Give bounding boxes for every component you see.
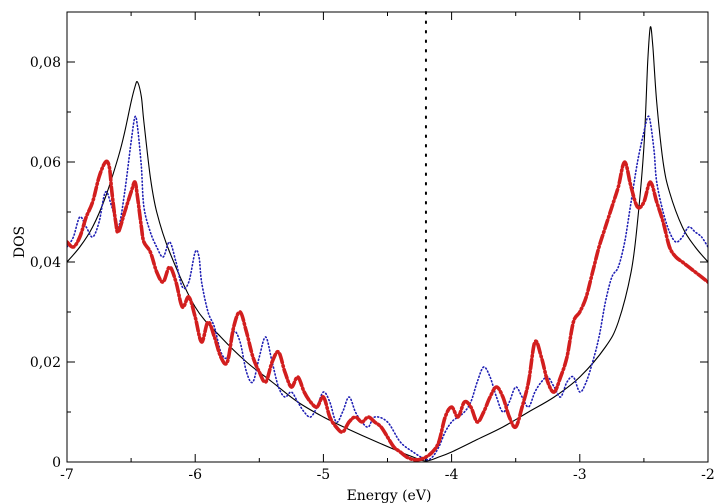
plot-area [67,11,708,463]
y-tick-label: 0,02 [30,355,61,371]
x-tick-label: -4 [445,467,459,483]
x-tick-label: -5 [317,467,331,483]
y-tick-label: 0,06 [30,155,61,171]
y-axis-title: DOS [12,226,28,258]
x-tick-label: -7 [60,467,74,483]
series-line-dotted [67,115,708,461]
y-tick-label: 0,04 [30,255,61,271]
x-tick-label: -2 [701,467,715,483]
series-line-dashdot [67,159,708,462]
y-tick-label: 0,08 [30,55,61,71]
axes: -7 -6 -5 -4 -3 -2 0 0,02 0,04 0,06 0,08 [30,11,715,483]
plot-frame [66,11,709,463]
series-line-solid [67,26,708,462]
x-axis-title: Energy (eV) [347,488,432,504]
y-tick-label: 0 [52,455,61,471]
x-tick-label: -3 [573,467,587,483]
x-tick-label: -6 [188,467,202,483]
